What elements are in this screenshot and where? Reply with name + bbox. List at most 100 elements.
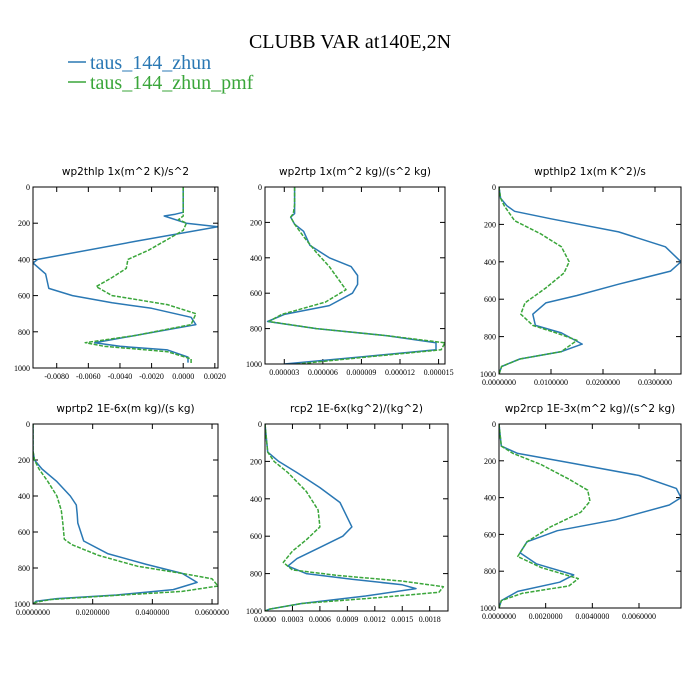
- y-tick-label: 1000: [14, 600, 30, 609]
- series-line-0: [499, 187, 681, 374]
- y-tick-label: 0: [258, 420, 262, 429]
- series-line-0: [266, 187, 437, 364]
- series-line-1: [499, 424, 591, 608]
- panel-title: wp2thlp 1x(m^2 K)/s^2: [62, 166, 189, 178]
- figure-title: CLUBB VAR at140E,2N: [249, 31, 451, 53]
- x-tick-label: -0.0060: [76, 372, 101, 381]
- plot-frame: [264, 423, 449, 612]
- x-tick-label: 0.0020000: [529, 612, 563, 621]
- panel-title: wpthlp2 1x(m K^2)/s: [534, 166, 646, 178]
- y-tick-label: 400: [250, 254, 262, 263]
- chart-panel-5: wp2rcp 1E-3x(m^2 kg)/(s^2 kg) 0 200 400 600 8…: [480, 403, 682, 621]
- x-tick-label: 0.000006: [308, 368, 338, 377]
- x-tick-label: 0.0000000: [16, 608, 50, 617]
- series-line-1: [33, 424, 218, 604]
- y-tick-label: 1000: [246, 607, 262, 616]
- series-line-0: [265, 424, 417, 611]
- y-tick-label: 400: [18, 255, 30, 264]
- plot-frame: [498, 186, 682, 375]
- plot-frame: [264, 186, 446, 365]
- y-tick-label: 600: [250, 289, 262, 298]
- chart-panel-4: rcp2 1E-6x(kg^2)/(kg^2) 0 200 400 600 800 1000…: [246, 403, 449, 624]
- y-tick-label: 600: [484, 530, 496, 539]
- x-tick-label: 0.0000: [254, 615, 276, 624]
- x-tick-label: 0.0018: [419, 615, 441, 624]
- y-tick-label: 800: [250, 570, 262, 579]
- x-tick-label: 0.0040000: [575, 612, 609, 621]
- y-tick-label: 400: [18, 492, 30, 501]
- y-tick-label: 200: [484, 457, 496, 466]
- y-tick-label: 0: [26, 420, 30, 429]
- panel-title: wp2rcp 1E-3x(m^2 kg)/(s^2 kg): [505, 403, 676, 415]
- x-tick-label: 0.0200000: [76, 608, 110, 617]
- chart-panel-1: wp2rtp 1x(m^2 kg)/(s^2 kg) 0 200 400 600 800 1…: [246, 166, 454, 377]
- x-tick-label: -0.0040: [108, 372, 133, 381]
- y-tick-label: 0: [26, 183, 30, 192]
- x-tick-label: 0.0000000: [482, 612, 516, 621]
- chart-panel-2: wpthlp2 1x(m K^2)/s 0 200 400 600 800 10000.00…: [480, 166, 682, 387]
- panel-title: wprtp2 1E-6x(m kg)/(s kg): [56, 403, 194, 415]
- legend: taus_144_zhun taus_144_zhun_pmf: [68, 52, 254, 94]
- x-tick-label: 0.0012: [364, 615, 386, 624]
- y-tick-label: 400: [484, 494, 496, 503]
- y-tick-label: 600: [250, 532, 262, 541]
- chart-panel-0: wp2thlp 1x(m^2 K)/s^2 0 200 400 600 800 1000 -0…: [14, 166, 226, 381]
- y-tick-label: 800: [18, 328, 30, 337]
- legend-label-0: taus_144_zhun: [90, 52, 211, 74]
- y-tick-label: 200: [18, 219, 30, 228]
- series-line-1: [265, 424, 445, 611]
- series-line-0: [33, 424, 198, 604]
- x-tick-label: 0.0600000: [195, 608, 229, 617]
- x-tick-label: 0.0020: [204, 372, 226, 381]
- y-tick-label: 1000: [246, 360, 262, 369]
- x-tick-label: 0.000009: [346, 368, 376, 377]
- y-tick-label: 200: [250, 218, 262, 227]
- y-tick-label: 800: [18, 564, 30, 573]
- y-tick-label: 200: [18, 456, 30, 465]
- y-tick-label: 1000: [14, 364, 30, 373]
- y-tick-label: 200: [250, 457, 262, 466]
- x-tick-label: -0.0080: [44, 372, 69, 381]
- x-tick-label: 0.0100000: [534, 378, 568, 387]
- x-tick-label: 0.0060000: [622, 612, 656, 621]
- plot-frame: [32, 186, 219, 369]
- series-line-1: [499, 187, 578, 374]
- x-tick-label: 0.000012: [385, 368, 415, 377]
- series-line-1: [84, 187, 197, 365]
- y-tick-label: 0: [258, 183, 262, 192]
- series-line-0: [33, 187, 218, 363]
- x-tick-label: 0.0300000: [638, 378, 672, 387]
- panel-title: wp2rtp 1x(m^2 kg)/(s^2 kg): [279, 166, 431, 178]
- x-tick-label: 0.0200000: [586, 378, 620, 387]
- y-tick-label: 0: [492, 420, 496, 429]
- y-tick-label: 600: [484, 295, 496, 304]
- x-tick-label: 0.0015: [391, 615, 413, 624]
- panel-title: rcp2 1E-6x(kg^2)/(kg^2): [290, 403, 423, 415]
- x-tick-label: -0.0020: [139, 372, 164, 381]
- series-line-1: [268, 187, 445, 364]
- y-tick-label: 1000: [480, 370, 496, 379]
- y-tick-label: 600: [18, 528, 30, 537]
- x-tick-label: 0.0003: [281, 615, 303, 624]
- x-tick-label: 0.000015: [424, 368, 454, 377]
- y-tick-label: 400: [484, 258, 496, 267]
- chart-panel-3: wprtp2 1E-6x(m kg)/(s kg) 0 200 400 600 800 10…: [14, 403, 229, 617]
- y-tick-label: 800: [484, 567, 496, 576]
- x-tick-label: 0.0400000: [135, 608, 169, 617]
- y-tick-label: 800: [484, 333, 496, 342]
- y-tick-label: 1000: [480, 604, 496, 613]
- x-tick-label: 0.000003: [269, 368, 299, 377]
- y-tick-label: 0: [492, 183, 496, 192]
- legend-label-1: taus_144_zhun_pmf: [90, 72, 254, 94]
- y-tick-label: 400: [250, 495, 262, 504]
- x-tick-label: 0.0009: [336, 615, 358, 624]
- series-line-0: [499, 424, 681, 608]
- x-tick-label: 0.0000: [172, 372, 194, 381]
- y-tick-label: 800: [250, 325, 262, 334]
- plot-frame: [32, 423, 219, 605]
- x-tick-label: 0.0006: [309, 615, 331, 624]
- x-tick-label: 0.0000000: [482, 378, 516, 387]
- chart-panels: wp2thlp 1x(m^2 K)/s^2 0 200 400 600 800 1000 -0…: [14, 166, 682, 624]
- y-tick-label: 200: [484, 220, 496, 229]
